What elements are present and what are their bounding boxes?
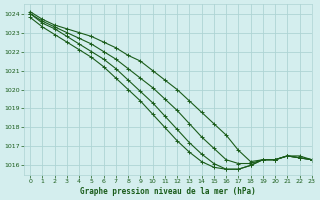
X-axis label: Graphe pression niveau de la mer (hPa): Graphe pression niveau de la mer (hPa) xyxy=(80,187,256,196)
